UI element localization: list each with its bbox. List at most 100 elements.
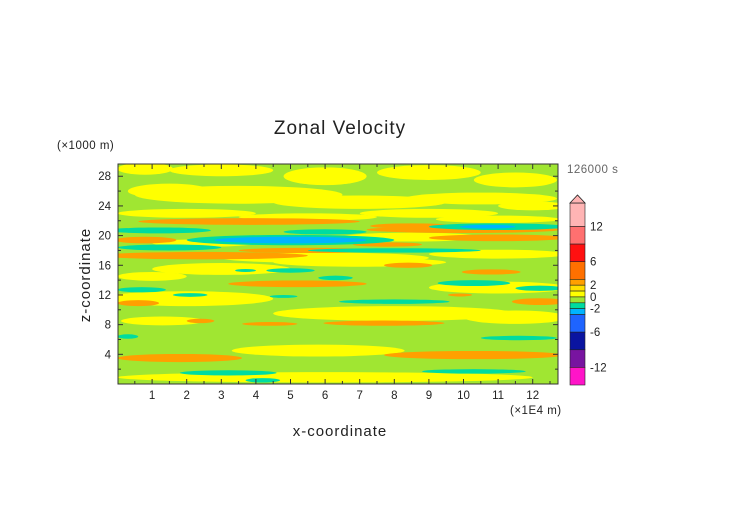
contour-region	[273, 306, 516, 321]
colorbar-arrow	[569, 194, 586, 204]
colorbar-segment	[569, 367, 586, 386]
contour-region	[172, 293, 208, 297]
contour-region	[152, 263, 291, 275]
contour-region	[266, 268, 315, 273]
contour-region	[118, 334, 139, 339]
contour-region	[231, 344, 405, 357]
contour-region	[118, 271, 187, 281]
colorbar-segment	[569, 349, 586, 368]
y-tick-label: 12	[98, 290, 111, 302]
contour-region	[383, 350, 558, 360]
contour-region	[214, 236, 367, 244]
y-tick-label: 4	[105, 349, 112, 361]
contour-region	[179, 370, 277, 376]
contour-region	[352, 242, 422, 247]
x-tick-label: 7	[356, 390, 362, 402]
x-tick-label: 1	[149, 390, 155, 402]
colorbar-segment	[569, 296, 586, 304]
colorbar-segment	[569, 284, 586, 292]
colorbar-segment	[569, 290, 586, 298]
y-tick-label: 16	[98, 260, 111, 272]
colorbar-segment	[569, 226, 586, 245]
contour-region	[120, 316, 204, 326]
x-axis-label: x-coordinate	[293, 423, 388, 440]
contour-region	[447, 293, 473, 297]
contour-region	[323, 320, 445, 326]
contour-region	[480, 335, 557, 341]
colorbar-label: 6	[590, 257, 596, 269]
contour-region	[461, 269, 521, 275]
colorbar-segment	[569, 302, 586, 309]
y-tick-label: 24	[98, 201, 111, 213]
contour-region	[118, 287, 166, 293]
contour-region	[377, 165, 481, 180]
x-tick-labels: 1 2 3 4 5 6 7 8 9 10 11 12	[149, 390, 539, 402]
contour-region	[118, 227, 211, 234]
y-tick-label: 20	[98, 231, 111, 243]
contour-region	[437, 280, 511, 287]
contour-region	[463, 310, 558, 324]
contour-region	[283, 229, 367, 235]
contour-region	[186, 318, 215, 324]
y-axis-label: z-coordinate	[77, 228, 94, 323]
contour-region	[338, 299, 450, 304]
contour-region	[428, 249, 558, 259]
colorbar-segment	[569, 308, 586, 315]
plot-frame	[117, 163, 559, 385]
x-tick-label: 11	[492, 390, 504, 402]
contour-region	[435, 215, 558, 223]
contour-region	[269, 294, 298, 298]
colorbar-label: 0	[590, 292, 596, 304]
contour-region	[460, 224, 516, 229]
x-unit-label: (×1E4 m)	[510, 405, 562, 417]
colorbar-segment	[569, 314, 586, 333]
y-tick-labels: 4 8 12 16 20 24 28	[98, 171, 111, 361]
contour-region	[235, 268, 256, 272]
x-tick-label: 8	[391, 390, 397, 402]
x-tick-label: 5	[287, 390, 293, 402]
colorbar-label: 12	[590, 221, 603, 233]
y-tick-label: 8	[105, 320, 111, 332]
colorbar-label: -12	[590, 362, 607, 374]
contour-region	[118, 164, 173, 175]
time-label: 126000 s	[567, 164, 618, 176]
y-tick-label: 28	[98, 171, 111, 183]
contour-region	[245, 378, 281, 383]
contour-region	[127, 183, 211, 199]
colorbar-segment	[569, 261, 586, 280]
x-tick-label: 2	[183, 390, 189, 402]
contour-region	[118, 300, 160, 307]
x-tick-label: 12	[526, 390, 539, 402]
contour-region	[383, 262, 433, 268]
contour-region	[318, 275, 353, 281]
colorbar-label: -2	[590, 304, 600, 316]
contour-region	[515, 285, 558, 291]
contour-region	[498, 201, 558, 211]
contour-region	[273, 195, 447, 209]
colorbar-segment	[569, 279, 586, 286]
colorbar-segment	[569, 331, 586, 351]
colorbar-segment	[569, 243, 586, 263]
x-tick-label: 4	[253, 390, 260, 402]
contour-region	[404, 192, 557, 205]
x-tick-label: 10	[457, 390, 470, 402]
contour-region	[118, 236, 177, 244]
x-tick-label: 6	[322, 390, 328, 402]
chart-title: Zonal Velocity	[274, 118, 406, 139]
contour-region	[118, 353, 243, 363]
contour-region	[228, 280, 367, 288]
contour-region	[118, 251, 308, 260]
axis-ticks	[118, 164, 558, 384]
colorbar	[569, 194, 586, 386]
contour-field	[118, 164, 558, 384]
colorbar-segment	[569, 202, 586, 227]
contour-region	[307, 248, 481, 253]
x-tick-label: 9	[426, 390, 432, 402]
colorbar-labels: 12 6 20-2 -6 -12	[590, 221, 607, 374]
contour-region	[118, 208, 256, 218]
contour-region	[138, 218, 360, 225]
contour-region	[473, 172, 557, 188]
contour-region	[511, 298, 558, 305]
contour-region	[428, 234, 558, 242]
